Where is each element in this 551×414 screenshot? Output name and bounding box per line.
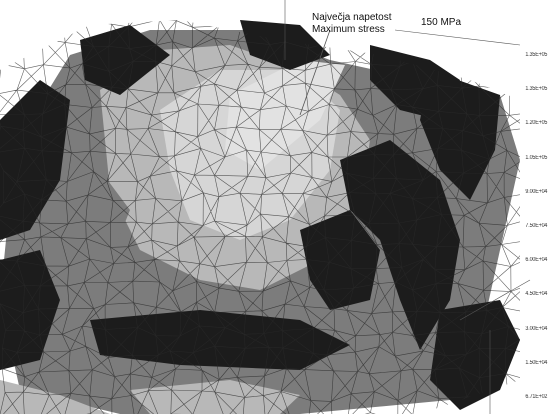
annotation-label-slovene: Največja napetost [312,12,392,23]
region-dark-bottom-right [430,300,520,410]
axis-guides [284,0,531,414]
region-dark-left-2 [0,250,60,370]
legend-tick-label: 6.71E+02 [525,394,547,400]
region-mid-left [50,170,130,270]
legend-tick-label: 3.00E+04 [525,325,547,332]
legend-tick-label: 1.35E+05 [525,86,547,93]
legend-tick-label: 1.05E+05 [525,154,547,161]
annotation-value: 150 MPa [421,17,462,28]
region-dark-center [300,210,380,310]
annotation-label-english: Maximum stress [312,24,385,35]
legend-tick-label: 6.00E+04 [525,257,547,264]
legend-tick-label: 4.50E+04 [525,291,547,298]
legend-tick-label: 1.20E+05 [525,120,547,127]
callout-leader-line [299,29,331,116]
region-peak [225,60,345,170]
stress-regions [0,20,520,414]
region-light-bottom-left [0,380,110,414]
axis-line-top [394,29,521,46]
region-light-bottom [130,380,300,414]
region-dark-top-left [80,25,170,95]
region-dark-right-2 [340,140,460,350]
legend-tick-label: 1.50E+04 [525,359,547,366]
legend-tick-label: 9.00E+04 [525,188,547,195]
legend-tick-label: 1.35E+05 [525,52,547,58]
axis-line-bottom-right [459,279,531,321]
legend-tick-label: 7.50E+04 [525,223,547,229]
